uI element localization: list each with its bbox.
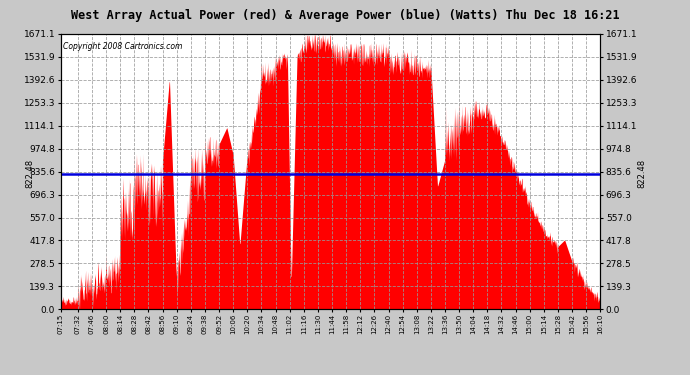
Text: West Array Actual Power (red) & Average Power (blue) (Watts) Thu Dec 18 16:21: West Array Actual Power (red) & Average …: [70, 9, 620, 22]
Text: 822.48: 822.48: [26, 159, 34, 188]
Text: Copyright 2008 Cartronics.com: Copyright 2008 Cartronics.com: [63, 42, 183, 51]
Text: 822.48: 822.48: [638, 159, 647, 188]
